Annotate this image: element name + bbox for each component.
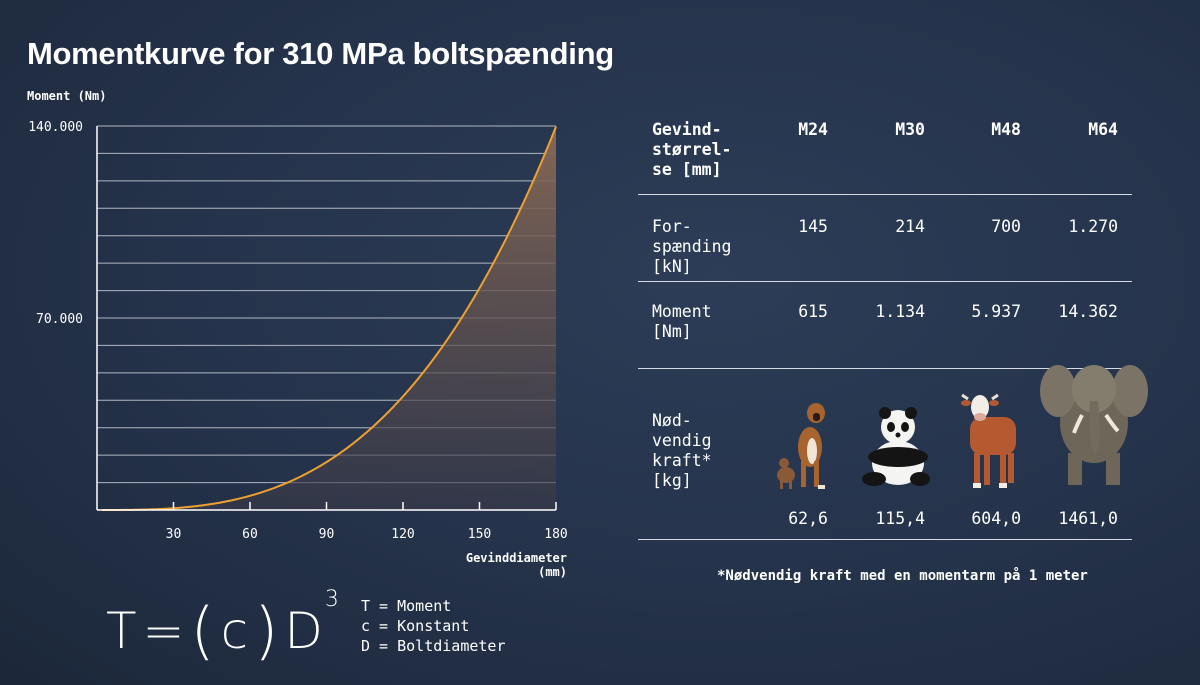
y-tick-label: 140.000 — [28, 120, 83, 135]
row-label: Nød- vendig kraft* [kg] — [652, 411, 712, 490]
moment-curve — [102, 126, 557, 511]
legend-line: T = Moment — [361, 597, 452, 615]
elephant-icon — [1040, 365, 1148, 485]
y-tick-label: 70.000 — [36, 312, 83, 327]
table-cell: 5.937 — [971, 302, 1021, 321]
table-row: For- spænding [kN] 145 214 700 1.270 — [638, 195, 1132, 282]
formula: T = ( c ) D3 — [106, 587, 339, 667]
formula-left-paren: ( — [190, 594, 215, 667]
table-cell: 214 — [895, 217, 925, 236]
y-axis-label: Moment (Nm) — [27, 89, 106, 103]
cow-icon — [961, 393, 1016, 488]
header-col: M64 — [1088, 120, 1118, 139]
table-cell: 115,4 — [875, 509, 925, 528]
x-axis-label: Gevinddiameter — [466, 551, 567, 565]
header-col: M30 — [895, 120, 925, 139]
formula-exponent: 3 — [324, 587, 339, 613]
legend-line: c = Konstant — [361, 617, 470, 635]
table-cell: 1.270 — [1068, 217, 1118, 236]
x-axis-unit: (mm) — [538, 565, 567, 579]
table-cell: 1461,0 — [1058, 509, 1118, 528]
y-tick-labels: 140.000 70.000 — [28, 120, 83, 327]
header-label: Gevind- størrel- se [mm] — [652, 120, 732, 179]
table-cell: 14.362 — [1058, 302, 1118, 321]
table-header-row: Gevind- størrel- se [mm] M24 M30 M48 M64 — [638, 110, 1132, 195]
legend-line: D = Boltdiameter — [361, 637, 506, 655]
panda-icon — [862, 407, 930, 486]
grid-lines — [97, 125, 556, 484]
x-tick-label: 90 — [319, 527, 335, 542]
table-cell: 604,0 — [971, 509, 1021, 528]
dog-icon — [777, 403, 825, 489]
area-fill — [102, 126, 556, 511]
row-label: For- spænding [kN] — [652, 217, 732, 276]
x-tick-labels: 30 60 90 120 150 180 — [166, 502, 568, 542]
x-tick-label: 150 — [468, 527, 491, 542]
formula-T: T — [106, 602, 137, 660]
table-row: Moment [Nm] 615 1.134 5.937 14.362 — [638, 282, 1132, 369]
table-row: Nød- vendig kraft* [kg] — [638, 365, 1148, 540]
moment-chart: Moment (Nm) 140.000 70.000 30 60 90 120 150 18… — [27, 89, 568, 579]
formula-c: c — [220, 602, 249, 660]
formula-right-paren: ) — [254, 594, 279, 667]
formula-equals: = — [142, 602, 185, 660]
table-cell: 700 — [991, 217, 1021, 236]
x-tick-label: 120 — [391, 527, 414, 542]
footnote: *Nødvendig kraft med en momentarm på 1 m… — [717, 568, 1088, 584]
data-table: Gevind- størrel- se [mm] M24 M30 M48 M64… — [638, 110, 1148, 540]
table-cell: 62,6 — [788, 509, 828, 528]
x-tick-label: 180 — [544, 527, 567, 542]
x-tick-label: 60 — [242, 527, 258, 542]
table-cell: 615 — [798, 302, 828, 321]
formula-legend: T = Moment c = Konstant D = Boltdiameter — [361, 596, 506, 656]
header-col: M24 — [798, 120, 828, 139]
formula-D: D3 — [284, 587, 339, 660]
table-cell: 145 — [798, 217, 828, 236]
x-tick-label: 30 — [166, 527, 182, 542]
row-label: Moment [Nm] — [652, 302, 712, 341]
header-col: M48 — [991, 120, 1021, 139]
table-cell: 1.134 — [875, 302, 925, 321]
chart-title: Momentkurve for 310 MPa boltspænding — [27, 36, 614, 71]
